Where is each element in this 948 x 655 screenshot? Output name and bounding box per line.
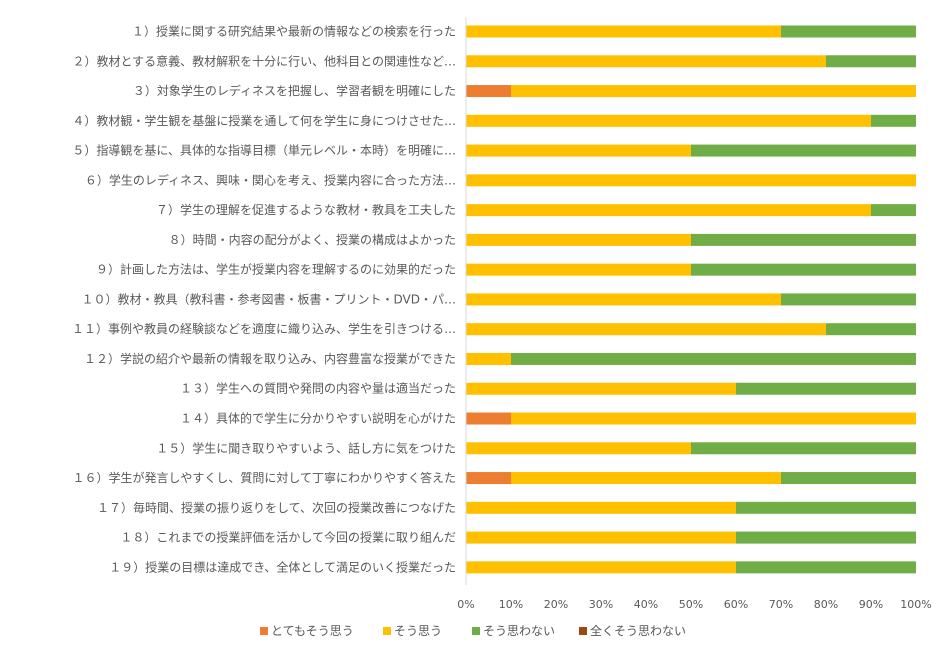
bar-segment-17-series-3	[736, 501, 916, 514]
category-label-5: ５）指導観を基に、具体的な指導目標（単元レベル・本時）を明確に…	[72, 143, 456, 158]
bar-segment-17-series-2	[466, 501, 736, 514]
bar-segment-15-series-3	[691, 442, 916, 455]
category-label-1: １）授業に関する研究結果や最新の情報などの検索を行った	[132, 24, 456, 39]
bar-segment-2-series-3	[826, 55, 916, 68]
legend-label-2: そう思う	[394, 624, 442, 638]
bar-segment-12-series-2	[466, 352, 511, 365]
bar-segment-8-series-2	[466, 233, 691, 246]
bar-segment-3-series-2	[511, 85, 916, 98]
legend-swatch-4	[579, 627, 587, 635]
category-label-7: ７）学生の理解を促進するような教材・教具を工夫した	[156, 202, 456, 217]
legend-label-4: 全くそう思わない	[590, 623, 686, 638]
category-label-18: １８）これまでの授業評価を活かして今回の授業に取り組んだ	[120, 530, 456, 545]
x-tick-label: 20%	[544, 598, 568, 611]
bar-segment-5-series-3	[691, 144, 916, 157]
x-tick-label: 50%	[679, 598, 703, 611]
bar-segment-12-series-3	[511, 352, 916, 365]
bar-segment-16-series-1	[466, 472, 511, 485]
x-tick-label: 100%	[900, 598, 931, 611]
category-label-16: １６）学生が発言しやすくし、質問に対して丁寧にわかりやすく答えた	[72, 470, 456, 485]
category-labels: １）授業に関する研究結果や最新の情報などの検索を行った ２）教材とする意義、教材解…	[72, 24, 456, 575]
category-label-19: １９）授業の目標は達成でき、全体として満足のいく授業だった	[109, 559, 456, 574]
bar-segment-19-series-2	[466, 561, 736, 574]
bar-segment-9-series-3	[691, 263, 916, 276]
x-tick-label: 10%	[499, 598, 523, 611]
bar-segment-5-series-2	[466, 144, 691, 157]
legend-swatch-3	[472, 627, 480, 635]
bar-segment-19-series-3	[736, 561, 916, 574]
x-tick-label: 80%	[814, 598, 838, 611]
category-label-15: １５）学生に聞き取りやすいよう、話し方に気をつけた	[156, 440, 456, 455]
legend-label-1: とてもそう思う	[271, 624, 354, 638]
bar-segment-13-series-3	[736, 382, 916, 395]
legend-swatch-1	[260, 627, 268, 635]
bar-segment-13-series-2	[466, 382, 736, 395]
category-label-4: ４）教材観・学生観を基盤に授業を通して何を学生に身につけさせた…	[72, 113, 456, 128]
bar-segment-15-series-2	[466, 442, 691, 455]
bar-area	[466, 25, 916, 574]
legend-label-3: そう思わない	[483, 624, 555, 638]
x-tick-label: 40%	[634, 598, 658, 611]
category-label-13: １３）学生への質問や発問の内容や量は適当だった	[180, 381, 456, 396]
x-tick-label: 90%	[859, 598, 883, 611]
bar-segment-16-series-3	[781, 472, 916, 485]
x-axis-ticks: 0% 10% 20% 30% 40% 50% 60% 70% 80% 90% 100%	[457, 598, 931, 611]
category-label-11: １１）事例や教員の経験談などを適度に織り込み、学生を引きつける…	[72, 321, 456, 336]
bar-segment-11-series-2	[466, 323, 826, 336]
category-label-8: ８）時間・内容の配分がよく、授業の構成はよかった	[169, 232, 456, 247]
category-label-6: ６）学生のレディネス、興味・関心を考え、授業内容に合った方法…	[85, 172, 456, 187]
legend-swatch-2	[383, 627, 391, 635]
category-label-3: ３）対象学生のレディネスを把握し、学習者観を明確にした	[133, 83, 456, 98]
bar-segment-10-series-2	[466, 293, 781, 306]
bar-segment-2-series-2	[466, 55, 826, 68]
category-label-2: ２）教材とする意義、教材解釈を十分に行い、他科目との関連性など…	[72, 53, 456, 68]
x-tick-label: 60%	[724, 598, 748, 611]
category-label-12: １２）学説の紹介や最新の情報を取り込み、内容豊富な授業ができた	[84, 351, 456, 366]
bar-segment-4-series-3	[871, 114, 916, 127]
category-label-14: １４）具体的で学生に分かりやすい説明を心がけた	[180, 411, 456, 426]
category-label-10: １０）教材・教具（教科書・参考図書・板書・プリント・DVD・パ…	[82, 291, 456, 306]
bar-segment-11-series-3	[826, 323, 916, 336]
category-label-17: １７）毎時間、授業の振り返りをして、次回の授業改善につなげた	[97, 500, 456, 515]
legend: とてもそう思う そう思う そう思わない 全くそう思わない	[260, 623, 686, 638]
bar-segment-14-series-2	[511, 412, 916, 425]
bar-segment-14-series-1	[466, 412, 511, 425]
bar-segment-7-series-2	[466, 204, 871, 217]
x-tick-label: 30%	[589, 598, 613, 611]
bar-segment-18-series-2	[466, 531, 736, 544]
bar-segment-9-series-2	[466, 263, 691, 276]
x-tick-label: 70%	[769, 598, 793, 611]
bar-segment-16-series-2	[511, 472, 781, 485]
bar-segment-1-series-3	[781, 25, 916, 38]
bar-segment-1-series-2	[466, 25, 781, 38]
bar-segment-4-series-2	[466, 114, 871, 127]
bar-segment-7-series-3	[871, 204, 916, 217]
bar-segment-6-series-2	[466, 174, 916, 187]
bar-segment-18-series-3	[736, 531, 916, 544]
bar-segment-10-series-3	[781, 293, 916, 306]
bar-segment-8-series-3	[691, 233, 916, 246]
bar-segment-3-series-1	[466, 85, 511, 98]
category-label-9: ９）計画した方法は、学生が授業内容を理解するのに効果的だった	[96, 262, 456, 277]
x-tick-label: 0%	[457, 598, 474, 611]
